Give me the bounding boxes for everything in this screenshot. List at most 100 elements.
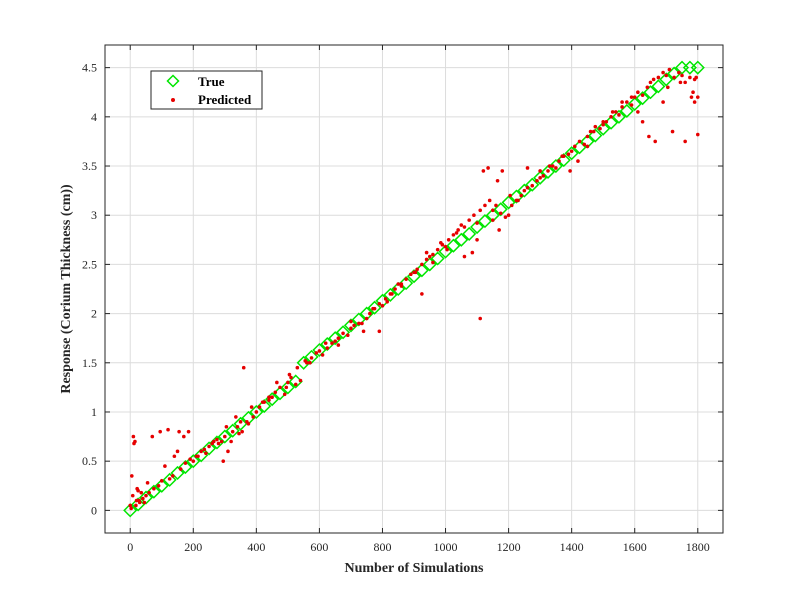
y-tick-label: 2 [91, 307, 97, 321]
predicted-point [519, 193, 524, 198]
predicted-point [289, 375, 293, 380]
predicted-point [648, 80, 653, 85]
predicted-point [186, 429, 191, 434]
predicted-point [604, 119, 609, 124]
predicted-point [664, 73, 669, 78]
predicted-point [223, 434, 227, 439]
predicted-point [585, 144, 590, 149]
true-point [170, 465, 185, 481]
predicted-point [128, 503, 133, 508]
predicted-point [237, 431, 241, 436]
predicted-point [278, 385, 282, 390]
y-tick-label: 4 [91, 110, 97, 124]
predicted-point [508, 193, 512, 198]
predicted-point [443, 244, 448, 249]
true-point [131, 497, 146, 512]
predicted-point [598, 126, 602, 131]
predicted-point [609, 115, 613, 119]
y-axis-ticks: 0 0.5 1 1.5 2 2.5 3 3.5 4 4.5 [82, 61, 723, 517]
predicted-point [240, 429, 244, 434]
predicted-point [585, 134, 590, 139]
true-point [201, 441, 217, 456]
predicted-point [224, 424, 229, 429]
predicted-point [134, 503, 138, 508]
true-point [596, 121, 611, 136]
true-point [525, 177, 540, 192]
predicted-point [226, 449, 230, 454]
predicted-point [230, 429, 235, 434]
predicted-point [234, 415, 238, 419]
predicted-point [550, 164, 555, 168]
true-point [178, 460, 193, 475]
predicted-point [456, 228, 460, 232]
predicted-point [472, 213, 476, 218]
predicted-point [560, 154, 564, 158]
predicted-point [251, 415, 255, 419]
true-point [470, 219, 485, 235]
predicted-point [380, 303, 385, 308]
predicted-point [229, 439, 233, 444]
predicted-point [241, 365, 246, 370]
predicted-point [188, 457, 192, 462]
predicted-point [152, 486, 156, 491]
predicted-point [475, 238, 479, 242]
true-point [146, 484, 161, 499]
predicted-point [678, 80, 683, 85]
predicted-point [167, 477, 172, 481]
predicted-point [498, 211, 503, 216]
predicted-point [158, 429, 162, 434]
y-tick-label: 3.5 [82, 159, 97, 173]
predicted-point [541, 174, 546, 178]
predicted-point [308, 360, 312, 365]
predicted-point [486, 166, 490, 170]
predicted-point [139, 490, 144, 495]
x-axis-title: Number of Simulations [345, 561, 485, 576]
predicted-point [506, 213, 511, 218]
true-point [257, 399, 272, 414]
predicted-point [483, 203, 487, 208]
predicted-point [320, 353, 325, 357]
predicted-point [554, 166, 558, 170]
y-tick-label: 1.5 [82, 356, 97, 370]
series-true [123, 60, 705, 518]
true-point [438, 244, 453, 259]
predicted-point [509, 203, 514, 208]
predicted-point [695, 95, 700, 99]
x-tick-label: 800 [373, 540, 391, 554]
predicted-point [163, 464, 167, 468]
predicted-point [216, 441, 221, 446]
predicted-point [130, 493, 135, 498]
predicted-point [282, 392, 287, 397]
predicted-point [420, 292, 424, 296]
predicted-point [497, 228, 501, 232]
predicted-point [295, 365, 300, 370]
predicted-point [577, 139, 582, 144]
x-tick-label: 1000 [434, 540, 458, 554]
predicted-point [147, 490, 151, 495]
predicted-point [349, 326, 353, 331]
series-predicted [128, 67, 700, 511]
x-tick-label: 1200 [497, 540, 521, 554]
true-point [335, 325, 351, 340]
predicted-point [573, 144, 577, 149]
predicted-point [267, 398, 271, 402]
predicted-point [557, 159, 561, 163]
predicted-point [409, 272, 413, 277]
predicted-point [175, 449, 180, 454]
predicted-point [352, 323, 356, 328]
predicted-point [207, 444, 211, 449]
predicted-point [525, 185, 530, 190]
predicted-point [689, 95, 694, 99]
grid [105, 45, 723, 533]
predicted-point [325, 346, 330, 350]
predicted-point [182, 434, 186, 439]
predicted-point [470, 250, 475, 255]
true-point [690, 60, 705, 75]
predicted-point [393, 287, 397, 291]
true-point [564, 146, 579, 161]
predicted-point [424, 250, 429, 255]
predicted-point [309, 356, 314, 360]
predicted-point [415, 267, 419, 272]
predicted-point [293, 382, 298, 387]
predicted-point [481, 169, 486, 173]
